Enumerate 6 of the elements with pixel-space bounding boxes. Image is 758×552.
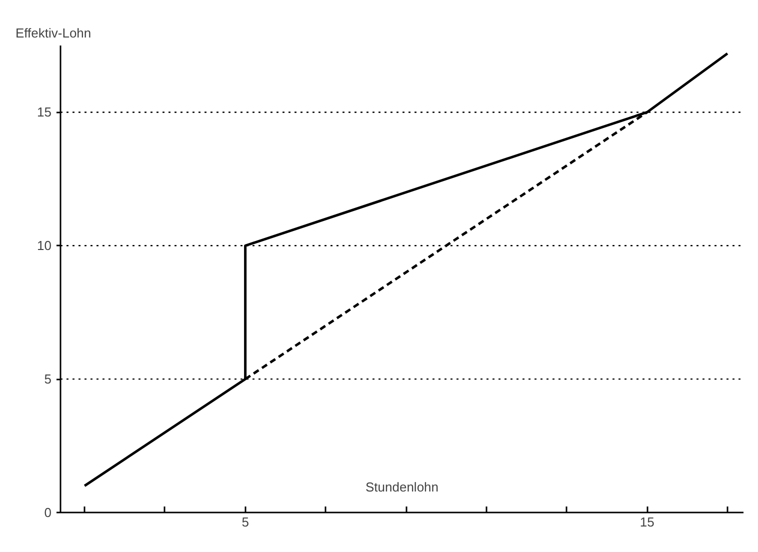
x-axis-title: Stundenlohn [365, 480, 439, 494]
y-tick-label: 15 [37, 104, 52, 120]
y-axis-title: Effektiv-Lohn [16, 26, 92, 40]
y-tick-label: 0 [44, 505, 52, 520]
y-tick-label: 5 [44, 372, 52, 387]
y-tick-label: 10 [37, 238, 52, 254]
